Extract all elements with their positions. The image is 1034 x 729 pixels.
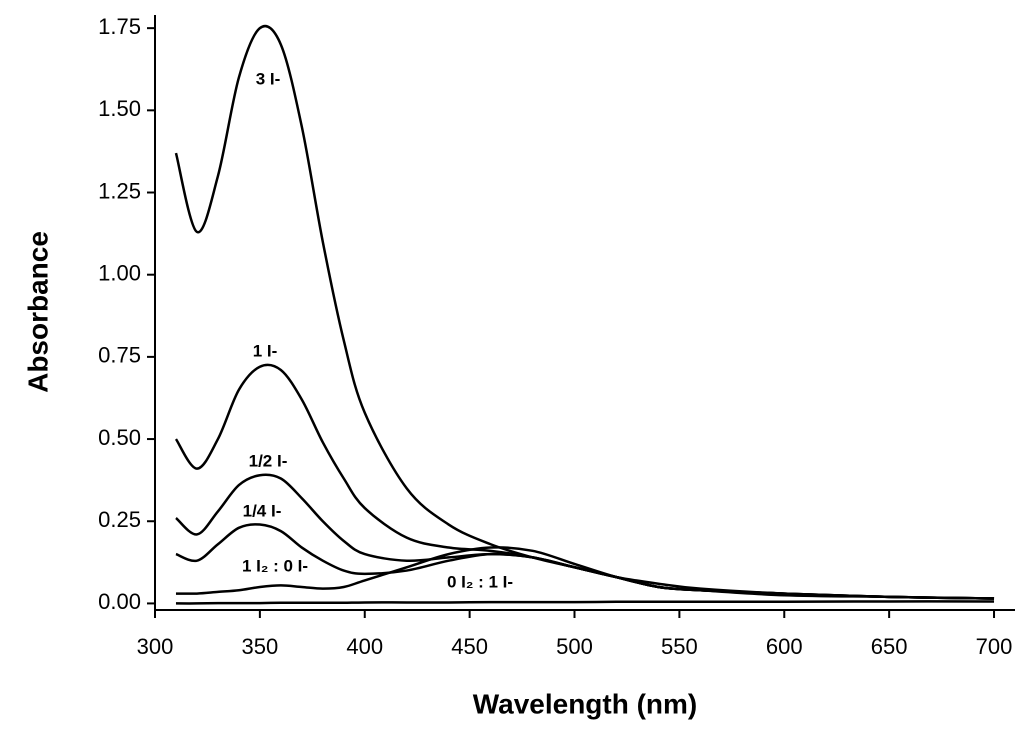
- spectrum-line: [175, 600, 995, 605]
- curve-label: 1 I₂ : 0 I-: [242, 556, 308, 575]
- x-tick-label: 500: [556, 634, 593, 659]
- curve-label: 1 I-: [253, 341, 278, 360]
- y-axis-title: Absorbance: [22, 231, 53, 393]
- x-tick-label: 450: [451, 634, 488, 659]
- spectrum-line: [174, 24, 995, 600]
- curve-label: 3 I-: [256, 69, 281, 88]
- x-tick-label: 400: [346, 634, 383, 659]
- y-tick-label: 1.50: [98, 96, 141, 121]
- x-tick-label: 650: [871, 634, 908, 659]
- spectrum-line: [175, 546, 995, 600]
- spectrum-line: [175, 473, 995, 600]
- x-axis-title: Wavelength (nm): [473, 688, 698, 719]
- curve-label: 1/2 I-: [249, 451, 288, 470]
- x-tick-label: 700: [976, 634, 1013, 659]
- y-tick-label: 0.75: [98, 343, 141, 368]
- y-tick-label: 0.25: [98, 507, 141, 532]
- x-tick-label: 600: [766, 634, 803, 659]
- x-tick-label: 350: [242, 634, 279, 659]
- x-tick-label: 300: [137, 634, 174, 659]
- y-tick-label: 1.75: [98, 14, 141, 39]
- y-tick-label: 1.25: [98, 178, 141, 203]
- x-tick-label: 550: [661, 634, 698, 659]
- y-tick-label: 0.50: [98, 425, 141, 450]
- y-tick-label: 1.00: [98, 261, 141, 286]
- curve-label: 0 I₂ : 1 I-: [447, 572, 513, 591]
- curve-label: 1/4 I-: [243, 501, 282, 520]
- y-tick-label: 0.00: [98, 589, 141, 614]
